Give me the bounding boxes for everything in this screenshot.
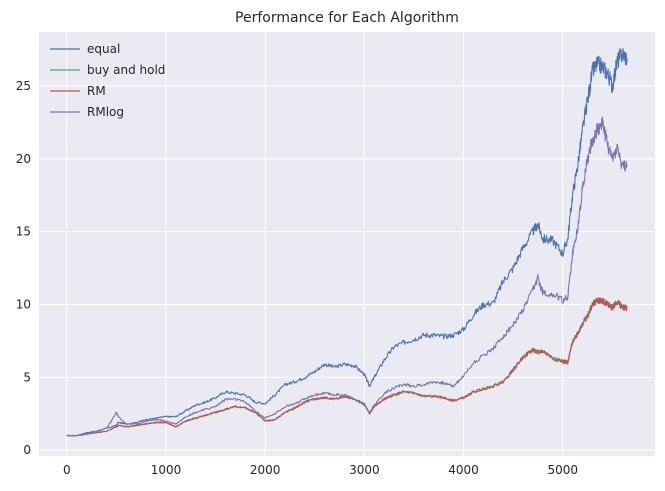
legend: equal buy and hold RM RMlog	[50, 42, 165, 119]
legend-label: RMlog	[87, 105, 124, 119]
x-tick-label: 2000	[250, 463, 281, 477]
series-line-equal	[66, 48, 628, 437]
axis-tick-labels: 0 1000 2000 3000 4000 5000 0 5 10 15 20 25	[16, 79, 578, 477]
y-tick-label: 0	[23, 443, 31, 457]
x-tick-label: 3000	[349, 463, 380, 477]
y-tick-label: 15	[16, 225, 31, 239]
series-line-rmlog	[66, 116, 628, 437]
plot-background	[39, 32, 655, 456]
x-tick-label: 0	[63, 463, 71, 477]
x-tick-label: 4000	[448, 463, 479, 477]
x-tick-label: 5000	[547, 463, 578, 477]
y-tick-label: 10	[16, 297, 31, 311]
y-tick-label: 25	[16, 79, 31, 93]
legend-label: RM	[87, 84, 106, 98]
series-lines	[66, 48, 628, 437]
grid-lines	[39, 32, 655, 456]
y-tick-label: 20	[16, 152, 31, 166]
chart-title: Performance for Each Algorithm	[235, 10, 459, 26]
y-tick-label: 5	[23, 370, 31, 384]
legend-label: equal	[87, 42, 120, 56]
x-tick-label: 1000	[151, 463, 182, 477]
legend-label: buy and hold	[87, 63, 165, 77]
